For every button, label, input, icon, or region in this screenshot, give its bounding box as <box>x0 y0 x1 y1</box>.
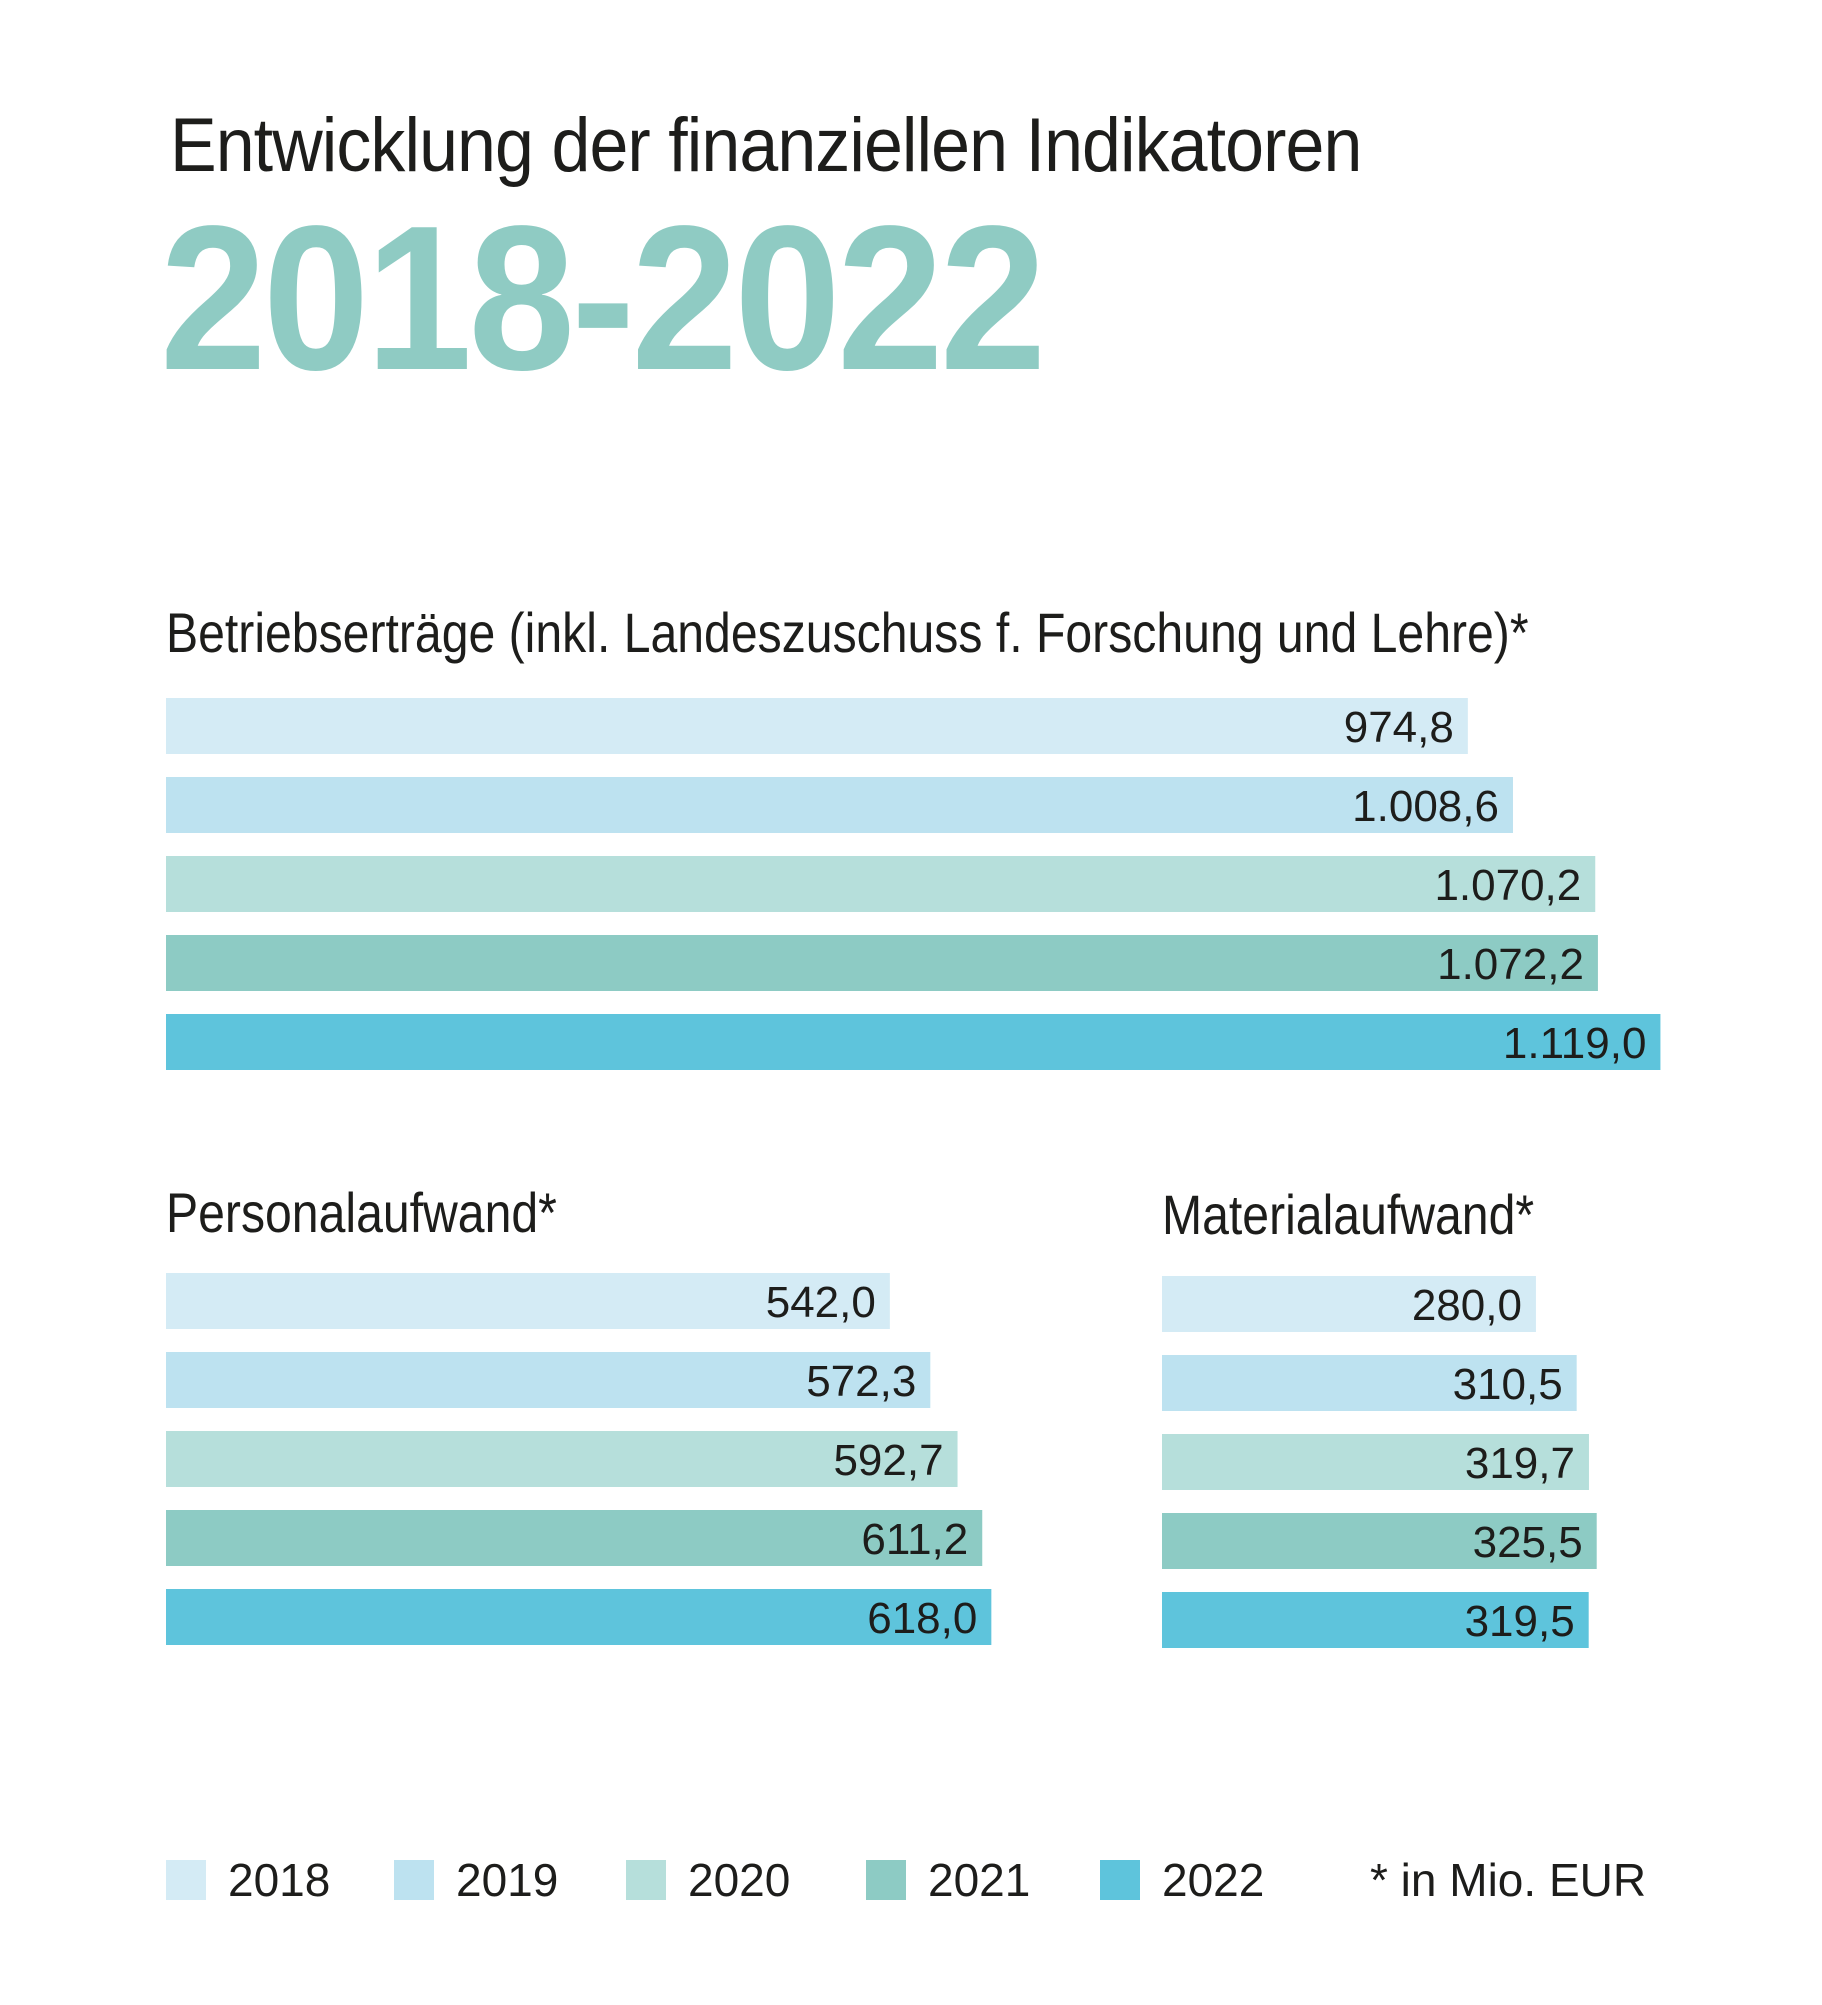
bar-label-materialaufwand-2019: 310,5 <box>1453 1360 1563 1409</box>
bar-materialaufwand-2022 <box>1162 1592 1589 1648</box>
bar-label-materialaufwand-2020: 319,7 <box>1465 1439 1575 1488</box>
bar-betriebsertraege-2020 <box>166 856 1596 912</box>
bar-personalaufwand-2022 <box>166 1589 992 1645</box>
bar-label-personalaufwand-2019: 572,3 <box>806 1357 916 1406</box>
bar-betriebsertraege-2019 <box>166 777 1513 833</box>
bar-label-betriebsertraege-2020: 1.070,2 <box>1434 861 1581 910</box>
unit-footnote: * in Mio. EUR <box>1370 1854 1647 1906</box>
bar-label-personalaufwand-2021: 611,2 <box>861 1515 968 1564</box>
bar-betriebsertraege-2022 <box>166 1014 1661 1070</box>
legend-item-2020: 2020 <box>626 1850 790 1910</box>
bar-personalaufwand-2018 <box>166 1273 890 1329</box>
legend-swatch-2022 <box>1100 1860 1140 1900</box>
bar-label-betriebsertraege-2019: 1.008,6 <box>1352 782 1499 831</box>
page-title: Entwicklung der finanziellen Indikatoren <box>170 103 1362 188</box>
bar-personalaufwand-2019 <box>166 1352 931 1408</box>
bar-materialaufwand-2019 <box>1162 1355 1577 1411</box>
legend-label-2018: 2018 <box>228 1854 331 1906</box>
legend-item-2018: 2018 <box>166 1850 330 1910</box>
chart-title-betriebsertraege: Betriebserträge (inkl. Landeszuschuss f.… <box>166 601 1529 664</box>
bar-label-materialaufwand-2022: 319,5 <box>1465 1597 1575 1646</box>
bar-label-personalaufwand-2022: 618,0 <box>867 1594 977 1643</box>
bar-label-betriebsertraege-2018: 974,8 <box>1344 703 1454 752</box>
bar-betriebsertraege-2021 <box>166 935 1598 991</box>
legend-label-2022: 2022 <box>1162 1854 1265 1906</box>
chart-title-materialaufwand: Materialaufwand* <box>1162 1183 1535 1246</box>
bar-materialaufwand-2020 <box>1162 1434 1589 1490</box>
bar-materialaufwand-2021 <box>1162 1513 1597 1569</box>
bar-label-materialaufwand-2018: 280,0 <box>1412 1281 1522 1330</box>
chart-title-personalaufwand: Personalaufwand* <box>166 1181 557 1244</box>
legend-label-2021: 2021 <box>928 1854 1031 1906</box>
legend-label-2019: 2019 <box>456 1854 559 1906</box>
legend-item-2021: 2021 <box>866 1850 1030 1910</box>
bar-personalaufwand-2020 <box>166 1431 958 1487</box>
bar-label-personalaufwand-2018: 542,0 <box>766 1278 876 1327</box>
legend-swatch-2020 <box>626 1860 666 1900</box>
page-years-heading: 2018-2022 <box>160 183 1046 413</box>
bar-label-betriebsertraege-2021: 1.072,2 <box>1437 940 1584 989</box>
bar-personalaufwand-2021 <box>166 1510 983 1566</box>
legend-item-2019: 2019 <box>394 1850 558 1910</box>
bar-materialaufwand-2018 <box>1162 1276 1536 1332</box>
legend-swatch-2019 <box>394 1860 434 1900</box>
bar-label-personalaufwand-2020: 592,7 <box>833 1436 943 1485</box>
legend: 2018 2019 2020 2021 2022 <box>166 1850 1666 1910</box>
bar-betriebsertraege-2018 <box>166 698 1468 754</box>
legend-swatch-2021 <box>866 1860 906 1900</box>
legend-label-2020: 2020 <box>688 1854 791 1906</box>
bar-label-materialaufwand-2021: 325,5 <box>1473 1518 1583 1567</box>
bar-label-betriebsertraege-2022: 1.119,0 <box>1503 1019 1647 1068</box>
legend-swatch-2018 <box>166 1860 206 1900</box>
legend-item-2022: 2022 <box>1100 1850 1264 1910</box>
